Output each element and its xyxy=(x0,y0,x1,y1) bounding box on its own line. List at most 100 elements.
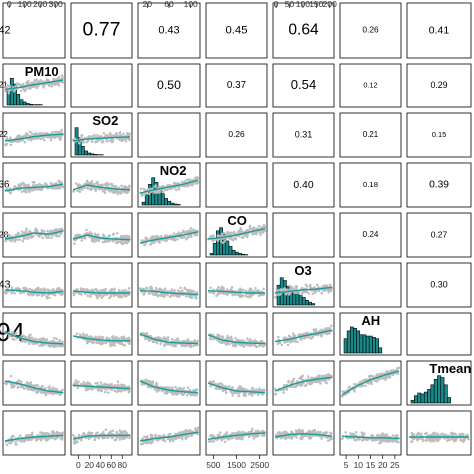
scatter-point xyxy=(58,432,61,435)
scatter-point xyxy=(61,431,65,434)
trend-line xyxy=(139,231,199,244)
scatter-point xyxy=(44,289,47,292)
scatter-point xyxy=(60,228,63,231)
scatter-point xyxy=(148,380,152,384)
scatter-point xyxy=(31,180,35,184)
scatter-point xyxy=(141,382,145,386)
scatter-point xyxy=(107,235,110,238)
scatter-point xyxy=(26,236,29,239)
scatter-point xyxy=(296,340,299,343)
scatter-point xyxy=(177,188,181,191)
scatter-point xyxy=(82,183,86,186)
scatter-point xyxy=(223,292,227,295)
scatter-point xyxy=(194,296,197,300)
scatter-point xyxy=(31,342,35,346)
correlation-value: 0.37 xyxy=(227,80,246,91)
scatter-point xyxy=(309,283,312,287)
scatter-point xyxy=(113,341,117,345)
scatter-point xyxy=(25,227,28,231)
scatter-point xyxy=(22,182,25,185)
scatter-point xyxy=(228,384,231,388)
panel-frame xyxy=(406,2,472,59)
scatter-point xyxy=(190,235,193,238)
scatter-point xyxy=(283,341,286,344)
scatter-point xyxy=(56,130,60,134)
scatter-point xyxy=(40,384,44,388)
scatter-point xyxy=(104,341,108,345)
histogram-bar xyxy=(170,202,175,206)
scatter-point xyxy=(328,373,331,377)
histogram-bar xyxy=(349,326,354,354)
scatter-point xyxy=(40,343,44,347)
scatter-point xyxy=(348,385,351,389)
scatter-point xyxy=(19,89,23,92)
scatter-point xyxy=(58,187,62,190)
scatter-point xyxy=(49,138,53,142)
scatter-point xyxy=(258,388,262,392)
scatter-point xyxy=(28,190,32,193)
scatter-point xyxy=(193,177,197,181)
histogram-bar xyxy=(81,146,85,156)
panel-frame xyxy=(2,112,66,158)
scatter-point xyxy=(91,237,95,240)
scatter-point xyxy=(4,144,8,147)
scatter-point xyxy=(101,140,105,143)
scatter-point xyxy=(170,238,173,241)
scatter-point xyxy=(113,287,116,291)
scatter-point xyxy=(34,228,37,232)
scatter-point xyxy=(96,233,99,237)
scatter-point xyxy=(177,186,181,189)
scatter-point xyxy=(38,235,41,238)
scatter-point xyxy=(82,380,85,384)
scatter-point xyxy=(14,440,18,443)
panel-frame xyxy=(70,410,133,456)
scatter-point xyxy=(85,228,88,232)
scatter-point xyxy=(193,339,196,342)
panel-frame xyxy=(406,360,472,406)
scatter-point xyxy=(117,186,120,189)
scatter-point xyxy=(166,184,170,187)
scatter-point xyxy=(10,386,13,389)
scatter-point xyxy=(301,291,304,295)
scatter-point xyxy=(179,286,182,290)
panel-frame xyxy=(70,212,133,258)
scatter-point xyxy=(126,132,130,136)
scatter-point xyxy=(121,430,124,433)
scatter-point xyxy=(27,434,31,437)
scatter-point xyxy=(38,182,41,186)
scatter-point xyxy=(231,386,234,389)
histogram-bar xyxy=(19,99,24,106)
correlation-value: 0.28 xyxy=(0,229,9,239)
scatter-point xyxy=(59,138,62,141)
scatter-point xyxy=(183,286,186,290)
histogram-bar xyxy=(16,94,21,106)
scatter-point xyxy=(161,184,165,188)
scatter-point xyxy=(234,236,237,239)
scatter-point xyxy=(90,340,93,343)
scatter-point xyxy=(19,184,22,187)
scatter-point xyxy=(48,388,51,391)
trend-line xyxy=(4,79,64,91)
panel-frame xyxy=(406,212,472,258)
scatter-point xyxy=(307,375,310,378)
scatter-point xyxy=(77,434,81,438)
scatter-point xyxy=(161,190,165,194)
histogram-bar xyxy=(84,150,88,156)
scatter-point xyxy=(185,288,189,291)
variable-label: SO2 xyxy=(92,113,118,128)
panel-frame xyxy=(272,360,335,406)
scatter-point xyxy=(172,232,176,235)
scatter-point xyxy=(113,384,117,387)
scatter-point xyxy=(84,288,88,291)
scatter-point xyxy=(115,232,119,235)
histogram-bar xyxy=(29,103,33,106)
panel-frame xyxy=(272,312,335,356)
correlation-value: 0.24 xyxy=(363,230,379,239)
scatter-point xyxy=(112,239,116,242)
panel-frame xyxy=(406,162,472,208)
scatter-point xyxy=(108,432,112,435)
scatter-point xyxy=(105,138,109,141)
scatter-point xyxy=(226,292,229,296)
scatter-point xyxy=(96,184,100,187)
scatter-point xyxy=(56,135,59,139)
